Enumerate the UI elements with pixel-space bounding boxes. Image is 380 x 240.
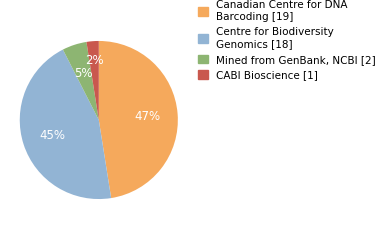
Legend: Canadian Centre for DNA
Barcoding [19], Centre for Biodiversity
Genomics [18], M: Canadian Centre for DNA Barcoding [19], … (198, 0, 376, 80)
Text: 47%: 47% (135, 110, 161, 123)
Wedge shape (99, 41, 178, 198)
Text: 45%: 45% (39, 129, 65, 142)
Wedge shape (63, 42, 99, 120)
Wedge shape (86, 41, 99, 120)
Wedge shape (20, 50, 111, 199)
Text: 2%: 2% (85, 54, 103, 67)
Text: 5%: 5% (74, 67, 93, 80)
